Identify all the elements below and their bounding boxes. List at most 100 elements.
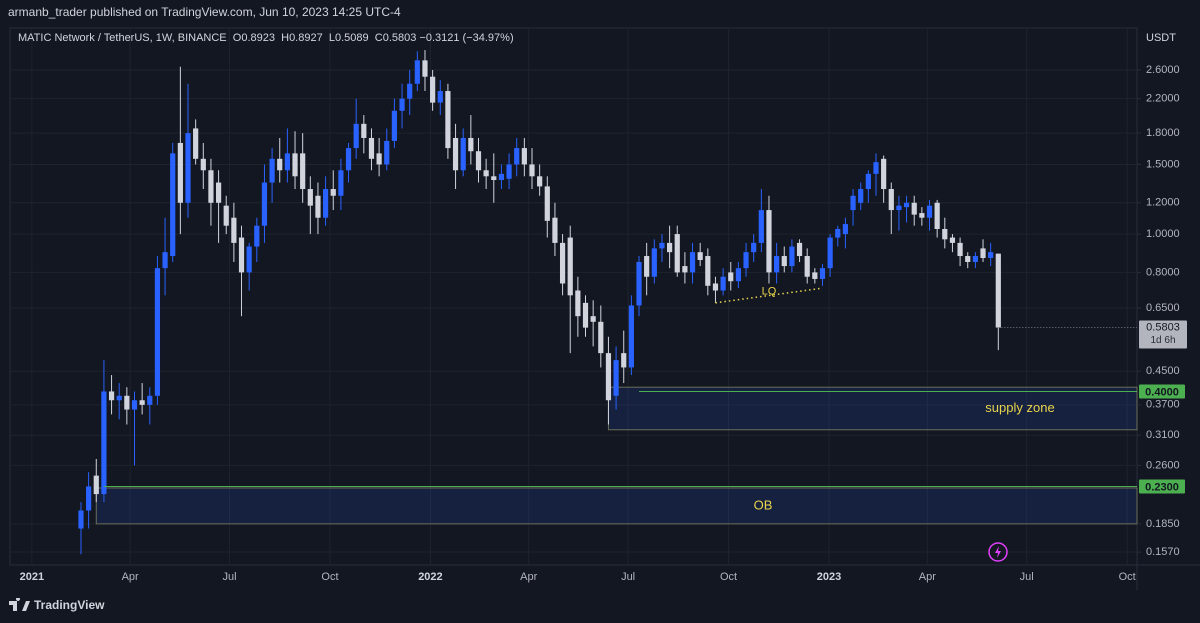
candle-body (93, 475, 99, 495)
footer: TradingView (8, 598, 104, 612)
candle-body (942, 229, 948, 240)
candle-body (888, 189, 894, 211)
candle-body (231, 217, 237, 243)
candle-body (101, 391, 107, 495)
candle-body (850, 195, 856, 211)
candle-body (796, 242, 803, 257)
candle-body (766, 210, 772, 273)
candle-body (131, 400, 138, 410)
candle-body (812, 272, 818, 279)
x-tick-label: Jul (1020, 571, 1034, 583)
chart: supply zone OB 0.4000 0.2300 LQ 0.5803 1d 6h 2… (9, 27, 1200, 590)
grid (10, 28, 1137, 565)
candle-body (972, 256, 978, 262)
candle-body (949, 237, 956, 243)
y-tick-label: 0.3700 (1146, 399, 1180, 411)
candle-body (605, 353, 612, 401)
x-tick-label: Apr (122, 571, 139, 583)
candle-body (323, 189, 329, 218)
candle-body (728, 272, 734, 282)
candle-body (254, 225, 260, 247)
level-label: 0.2300 (1145, 481, 1179, 493)
candle-body (881, 158, 887, 190)
candle-body (667, 242, 673, 253)
ohlc-value: 0.5089 (334, 32, 369, 44)
candle-body (865, 173, 871, 190)
candle-body (590, 316, 596, 322)
candle-body (689, 252, 696, 273)
candle-body (445, 91, 451, 149)
zone-label: OB (754, 497, 773, 512)
candle-body (376, 153, 382, 165)
symbol: MATIC Network / TetherUS, 1W, BINANCE (18, 32, 227, 44)
y-tick-label: 0.1850 (1146, 518, 1180, 530)
candle-body (552, 217, 558, 243)
candle-body (437, 91, 443, 103)
x-tick-label: Apr (919, 571, 936, 583)
candle-body (193, 128, 199, 159)
candle-body (582, 302, 589, 328)
candle-body (965, 256, 971, 262)
candle-body (858, 189, 864, 203)
candle-body (712, 283, 719, 291)
candle-body (835, 229, 841, 238)
candle-body (86, 486, 92, 511)
x-tick-label: Oct (321, 571, 338, 583)
alert-icon (988, 542, 1008, 562)
candle-body (361, 123, 367, 138)
candle-body (514, 148, 520, 165)
candle-body (300, 153, 306, 190)
candle-body (338, 170, 344, 196)
candle-body (628, 305, 634, 368)
candle-body (498, 173, 505, 181)
candle-body (651, 248, 657, 277)
x-tick-label: Jul (621, 571, 635, 583)
candle-body (277, 158, 283, 171)
y-tick-label: 1.0000 (1146, 228, 1180, 240)
overlay: supply zone OB 0.4000 0.2300 LQ 0.5803 1d 6h (103, 285, 1187, 512)
candle-body (315, 195, 321, 218)
x-tick-label: 2021 (20, 571, 44, 583)
candle-body (758, 210, 764, 243)
x-tick-label: Apr (520, 571, 537, 583)
candle-body (330, 189, 336, 196)
candle-body (827, 237, 833, 269)
countdown-label: 1d 6h (1150, 335, 1175, 346)
y-tick-label: 1.8000 (1146, 127, 1180, 139)
axes: 2.6000 2.2000 1.8000 1.5000 1.2000 1.0000 0.80… (20, 64, 1180, 583)
candle-body (529, 164, 535, 177)
candle-body (460, 137, 466, 171)
candle-body (819, 268, 826, 279)
logo (9, 598, 30, 611)
trend-line (715, 287, 823, 304)
candle-body (957, 242, 963, 257)
candle-body (452, 137, 459, 171)
candle-body (697, 252, 703, 260)
candle-body (521, 148, 527, 165)
candle-body (116, 395, 122, 401)
candle-body (238, 237, 245, 273)
candle-body (919, 213, 925, 218)
x-tick-label: 2023 (817, 571, 841, 583)
candle-body (613, 360, 619, 396)
y-tick-label: 0.6500 (1146, 302, 1180, 314)
candle-body (307, 189, 313, 206)
candle-body (911, 202, 917, 215)
candle-body (353, 123, 359, 149)
candle-body (674, 234, 680, 273)
y-tick-label: 1.2000 (1146, 197, 1180, 209)
ohlc-values: O0.8923 H0.8927 L0.5089 C0.5803 (227, 32, 417, 44)
ohlc-value: 0.8927 (289, 32, 323, 44)
candle-body (506, 164, 512, 179)
candle-body (200, 158, 206, 171)
candle-body (659, 242, 665, 249)
candle-body (544, 186, 550, 221)
candle-body (124, 395, 130, 410)
candle-body (215, 182, 222, 203)
candles (78, 50, 1001, 555)
candle-body (108, 391, 115, 401)
candle-body (147, 395, 153, 405)
candle-body (483, 170, 489, 177)
candle-body (177, 142, 183, 203)
